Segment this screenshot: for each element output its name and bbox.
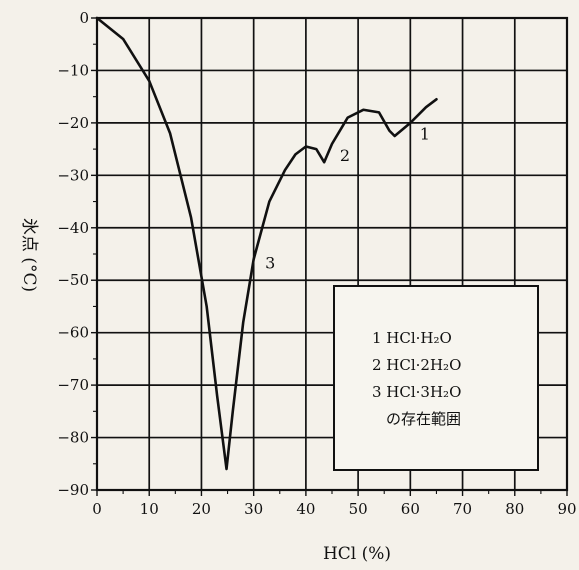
legend-frame (333, 285, 539, 471)
x-tick-label: 60 (401, 500, 420, 518)
x-axis-label: HCl (%) (323, 544, 391, 564)
legend-item-3: 3 HCl·3H₂O (372, 383, 461, 401)
y-tick-label: −90 (57, 481, 89, 499)
legend-item-1: 1 HCl·H₂O (372, 329, 452, 347)
tick-layer: 0 10 20 30 40 50 60 70 80 90 0 −10 −20 −30 −40 −50 −60 −7… (57, 9, 576, 518)
y-tick-label: −80 (57, 429, 89, 447)
y-tick-label: −40 (57, 219, 89, 237)
legend-item-2: 2 HCl·2H₂O (372, 356, 461, 374)
x-tick-label: 30 (244, 500, 263, 518)
x-tick-label: 40 (296, 500, 315, 518)
y-tick-label: −10 (57, 61, 89, 79)
x-tick-label: 70 (453, 500, 472, 518)
x-tick-label: 80 (505, 500, 524, 518)
y-tick-label: −60 (57, 324, 89, 342)
x-tick-label: 0 (92, 500, 102, 518)
legend-caption: の存在範囲 (386, 410, 461, 428)
curve-annotation: 2 (340, 146, 350, 165)
y-tick-label: −30 (57, 166, 89, 184)
x-tick-label: 50 (349, 500, 368, 518)
curve-annotation: 1 (420, 125, 430, 144)
series-line (95, 16, 438, 471)
curve-annotation: 3 (265, 254, 275, 273)
y-tick-label: −50 (57, 271, 89, 289)
x-tick-label: 90 (557, 500, 576, 518)
y-tick-label: −70 (57, 376, 89, 394)
legend-box: 1 HCl·H₂O 2 HCl·2H₂O 3 HCl·3H₂O の存在範囲 (333, 285, 539, 471)
x-tick-label: 10 (140, 500, 159, 518)
x-tick-label: 20 (192, 500, 211, 518)
y-axis-label: 氷点 (°C) (19, 218, 39, 292)
y-tick-label: −20 (57, 114, 89, 132)
annotation-layer: 1 2 3 (265, 125, 430, 273)
series-layer (95, 16, 438, 471)
y-tick-label: 0 (79, 9, 89, 27)
